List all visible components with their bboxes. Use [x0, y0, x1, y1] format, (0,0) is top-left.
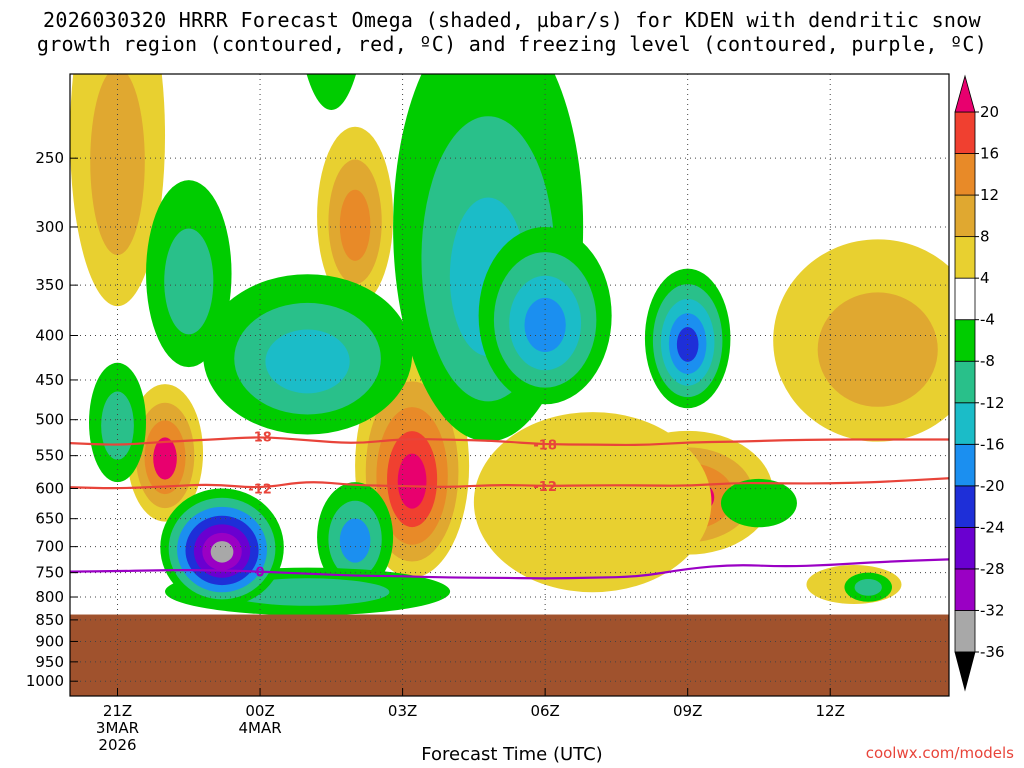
- omega-feature-17-level-1: [854, 579, 882, 596]
- y-tick-label: 1000: [26, 672, 64, 690]
- y-tick-label: 700: [35, 538, 64, 556]
- colorbar-label: -36: [980, 643, 1005, 661]
- colorbar-label: -32: [980, 601, 1005, 619]
- y-tick-label: 600: [35, 479, 64, 497]
- x-tick-label: 03Z: [388, 702, 417, 720]
- contour-line--18: [70, 436, 949, 447]
- grid-lines: [70, 74, 949, 696]
- contour-label-0: 0: [256, 566, 265, 581]
- credit-text: coolwx.com/models: [865, 744, 1014, 762]
- omega-feature-20-level-6: [210, 541, 234, 563]
- colorbar-bin: [954, 194, 976, 238]
- colorbar-label: -12: [980, 394, 1005, 412]
- ground-terrain: [70, 614, 949, 696]
- omega-feature-0-level-1: [90, 74, 145, 256]
- colorbar-bin: [954, 443, 976, 487]
- y-tick-label: 850: [35, 611, 64, 629]
- omega-feature-12-level-2: [265, 329, 350, 394]
- colorbar-bin: [954, 236, 976, 279]
- y-tick-label: 750: [35, 564, 64, 582]
- colorbar-label: -4: [980, 311, 995, 329]
- colorbar-bin: [954, 526, 976, 570]
- omega-feature-9-level-0: [306, 74, 357, 110]
- contour-label--18: -18: [533, 439, 557, 454]
- colorbar-top-triangle: [954, 74, 976, 113]
- colorbar-label: 16: [980, 145, 999, 163]
- omega-feature-11-level-1: [101, 391, 134, 460]
- colorbar-label: -20: [980, 477, 1005, 495]
- colorbar-label: -16: [980, 435, 1005, 453]
- colorbar-label: -28: [980, 560, 1005, 578]
- y-tick-label: 800: [35, 588, 64, 606]
- colorbar-bottom-triangle: [954, 651, 976, 692]
- omega-feature-5-level-4: [397, 453, 427, 509]
- x-tick-label: 4MAR: [238, 719, 281, 737]
- colorbar-bin: [954, 319, 976, 362]
- colorbar-bin: [954, 402, 976, 445]
- x-tick-label: 09Z: [673, 702, 702, 720]
- contour-line-0: [70, 558, 949, 580]
- colorbar-bin: [954, 610, 976, 653]
- omega-shading: [70, 74, 949, 616]
- y-tick-label: 250: [35, 149, 64, 167]
- colorbar-label: 20: [980, 103, 999, 121]
- x-tick-label: 2026: [98, 736, 136, 754]
- contour-label--12: -12: [533, 480, 557, 495]
- x-tick-label: 06Z: [530, 702, 559, 720]
- x-tick-label: 00Z: [245, 702, 274, 720]
- colorbar-bin: [954, 153, 976, 196]
- omega-feature-7-level-0: [473, 412, 712, 593]
- omega-feature-1-level-2: [339, 189, 371, 261]
- y-axis-ticks: 250 300 350 400 450 500 550 600 650 700 750 800 850 9…: [26, 149, 78, 690]
- colorbar-bin: [954, 277, 976, 321]
- y-tick-label: 500: [35, 411, 64, 429]
- colorbar-bin: [954, 485, 976, 528]
- contour-label--12: -12: [248, 482, 272, 497]
- colorbar-bin: [954, 360, 976, 404]
- omega-feature-4-level-3: [153, 437, 177, 480]
- colorbar-label: 8: [980, 228, 990, 246]
- omega-feature-10-level-1: [164, 228, 214, 335]
- colorbar-label: 4: [980, 269, 990, 287]
- y-tick-label: 900: [35, 632, 64, 650]
- omega-feature-3-level-1: [817, 292, 938, 407]
- colorbar-label: -24: [980, 518, 1005, 536]
- y-tick-label: 400: [35, 327, 64, 345]
- colorbar-bin: [954, 111, 976, 154]
- y-tick-label: 300: [35, 218, 64, 236]
- contour-label--18: -18: [248, 431, 272, 446]
- temperature-contours: -18 -18 -12 -12 0: [70, 431, 949, 581]
- plot-border: [69, 73, 950, 697]
- x-tick-label: 3MAR: [96, 719, 139, 737]
- plot-frame: [69, 73, 950, 697]
- contour-line--12: [70, 477, 949, 490]
- chart-title-line-1: 2026030320 HRRR Forecast Omega (shaded, …: [43, 8, 981, 32]
- y-tick-label: 450: [35, 371, 64, 389]
- y-tick-label: 550: [35, 447, 64, 465]
- y-tick-label: 950: [35, 653, 64, 671]
- chart-title-line-2: growth region (contoured, red, ºC) and f…: [36, 32, 988, 56]
- y-tick-label: 650: [35, 510, 64, 528]
- colorbar-label: -8: [980, 352, 995, 370]
- omega-feature-18-level-2: [339, 518, 371, 563]
- colorbar-bin: [954, 568, 976, 611]
- omega-feature-16-level-0: [720, 478, 797, 528]
- ground-fill: [70, 614, 949, 696]
- x-tick-label: 12Z: [816, 702, 845, 720]
- y-tick-label: 350: [35, 276, 64, 294]
- x-tick-label: 21Z: [103, 702, 132, 720]
- colorbar-label: 12: [980, 186, 999, 204]
- colorbar-legend: 20 16 12 8 4 -4 -8 -12 -16 -20 -24 -28 -32 -36: [954, 74, 1005, 692]
- x-axis-label: Forecast Time (UTC): [421, 744, 603, 765]
